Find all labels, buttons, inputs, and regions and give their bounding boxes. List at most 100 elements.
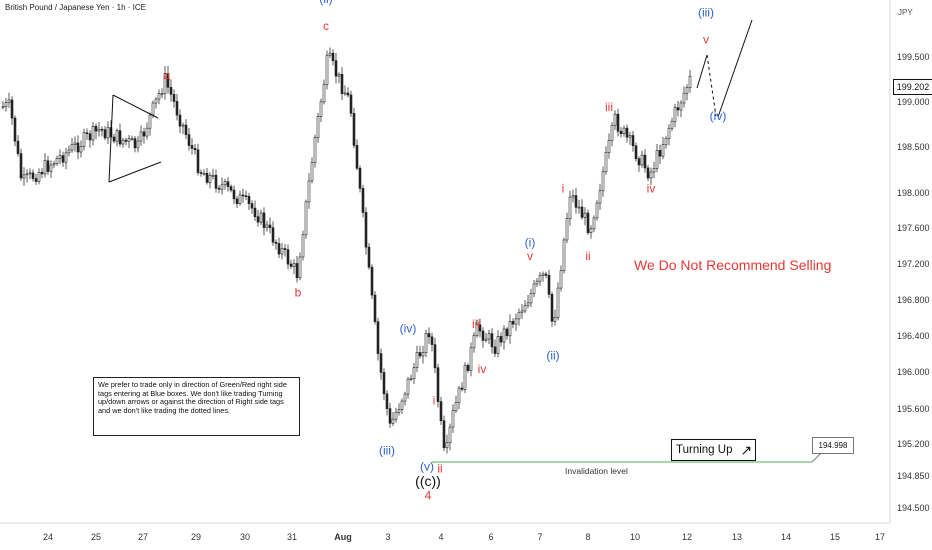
candle xyxy=(4,97,8,112)
candle xyxy=(685,84,689,101)
candle xyxy=(262,207,266,236)
wave-label: ii xyxy=(437,461,442,475)
candle xyxy=(520,303,524,319)
candle xyxy=(88,130,92,148)
candle xyxy=(370,264,374,300)
candle xyxy=(100,126,104,137)
candle xyxy=(517,308,521,326)
candle xyxy=(658,144,662,164)
candle xyxy=(388,402,392,428)
candle xyxy=(313,134,317,168)
candle xyxy=(274,239,278,250)
invalidation-price-tag: 194.998 xyxy=(812,437,854,454)
candle xyxy=(112,134,116,144)
candle xyxy=(34,173,38,185)
wave-label: v xyxy=(703,32,709,46)
candle xyxy=(19,148,23,182)
time-axis[interactable]: 24 25 27 29 30 31 Aug 3 4 6 7 8 10 12 13 14 15 17 xyxy=(43,532,885,542)
recommendation-text: We Do Not Recommend Selling xyxy=(634,257,832,273)
candle xyxy=(79,140,83,158)
candle xyxy=(424,329,428,358)
candle xyxy=(538,271,542,287)
candle xyxy=(349,90,353,118)
candle xyxy=(364,207,368,255)
candle xyxy=(673,103,677,128)
candle xyxy=(343,85,347,96)
candle xyxy=(247,192,251,210)
candle xyxy=(514,313,518,332)
time-tick-label: 29 xyxy=(191,532,201,542)
time-tick-label: 6 xyxy=(488,532,493,542)
wave-labels: a(ii)cb(iv)(iii)i(v)ii((c))4iiiiv(i)v(ii… xyxy=(164,0,727,502)
time-tick-label: 4 xyxy=(438,532,443,542)
currency-label[interactable]: JPY xyxy=(898,8,913,17)
candle xyxy=(676,101,680,117)
candle xyxy=(31,169,35,182)
candle xyxy=(625,124,629,143)
candle xyxy=(484,332,488,343)
candle xyxy=(25,169,29,183)
wave-label: iv xyxy=(647,181,656,195)
candle xyxy=(316,113,320,143)
candle xyxy=(604,146,608,175)
candle xyxy=(196,143,200,176)
candle xyxy=(181,122,185,134)
time-tick-label: Aug xyxy=(334,532,352,542)
wave-label: (v) xyxy=(420,460,434,474)
wave-iv-dotted-projection[interactable] xyxy=(706,54,717,117)
candle xyxy=(661,137,665,160)
candle xyxy=(94,123,98,140)
price-tick-label: 199.500 xyxy=(897,52,930,62)
candle xyxy=(463,362,467,394)
candle xyxy=(553,309,557,326)
candle xyxy=(469,342,473,377)
candle xyxy=(544,271,548,279)
wave-label: (i) xyxy=(525,236,536,250)
candle xyxy=(403,391,407,406)
time-tick-label: 14 xyxy=(781,532,791,542)
candle xyxy=(619,127,623,138)
candle xyxy=(496,330,500,358)
candle xyxy=(223,178,227,190)
price-tick-label: 197.200 xyxy=(897,259,930,269)
candle xyxy=(331,49,335,66)
price-tick-label: 199.000 xyxy=(897,97,930,107)
candle xyxy=(7,92,11,109)
candle xyxy=(502,325,506,350)
candle xyxy=(532,279,536,297)
candle xyxy=(556,282,560,321)
candle xyxy=(22,167,26,186)
candle xyxy=(73,136,77,152)
wave-v-projection[interactable] xyxy=(717,19,753,118)
trading-note-text: We prefer to trade only in direction of … xyxy=(98,380,287,416)
candle xyxy=(490,328,494,354)
wave-iii-projection[interactable] xyxy=(696,54,708,89)
wave-label: ((c)) xyxy=(415,473,441,489)
candle xyxy=(643,149,647,173)
time-tick-label: 17 xyxy=(875,532,885,542)
triangle-pattern[interactable] xyxy=(108,94,162,183)
wave-label: (iii) xyxy=(379,443,395,457)
price-axis[interactable]: 199.500 199.000 198.500 198.000 197.600 197.2… xyxy=(897,52,930,513)
candle xyxy=(505,326,509,340)
candle xyxy=(457,385,461,410)
candle xyxy=(190,138,194,155)
candle xyxy=(631,131,635,152)
candle xyxy=(526,294,530,309)
candle xyxy=(325,50,329,90)
candle xyxy=(76,135,80,160)
wave-label: (ii) xyxy=(546,349,559,363)
candle xyxy=(622,125,626,137)
candle xyxy=(64,148,68,170)
candle xyxy=(346,87,350,98)
candle xyxy=(616,108,620,137)
candle xyxy=(157,89,161,105)
candle xyxy=(577,199,581,214)
candle xyxy=(568,190,572,226)
candle xyxy=(322,79,326,105)
candle xyxy=(199,169,203,177)
candle xyxy=(70,138,74,153)
candle xyxy=(433,337,437,374)
candle xyxy=(493,339,497,357)
